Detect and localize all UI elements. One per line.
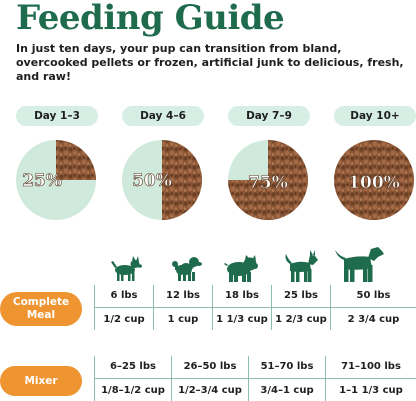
complete-meal-amount: 2 3/4 cup	[347, 314, 400, 325]
mixer-amount: 1–1 1/3 cup	[339, 385, 403, 396]
complete-meal-amount: 1 cup	[167, 314, 199, 325]
complete-meal-weight: 25 lbs	[284, 290, 318, 301]
stage-label-day-4-6: Day 4–6	[122, 106, 204, 126]
food-circle-day-10-plus: 100%	[334, 140, 414, 220]
husky-dog-icon	[285, 250, 318, 282]
bulldog-dog-icon	[224, 255, 258, 282]
small-dog-icon	[111, 256, 142, 281]
mixer-amount: 1/8–1/2 cup	[101, 385, 165, 396]
table-divider	[94, 378, 416, 379]
percent-text-75: 75%	[248, 173, 288, 193]
percent-text-25: 25%	[22, 171, 62, 191]
mixer-weight: 71–100 lbs	[341, 361, 401, 372]
complete-meal-amount: 1 1/3 cup	[216, 314, 268, 325]
table-divider	[94, 307, 416, 308]
page-title: Feeding Guide	[16, 0, 285, 38]
food-circle-day-7-9: 75%	[228, 140, 308, 220]
complete-meal-amount: 1 2/3 cup	[275, 314, 327, 325]
kibble-portion	[56, 140, 96, 180]
food-circle-day-4-6: 50%	[122, 140, 202, 220]
intro-text: In just ten days, your pup can transitio…	[16, 42, 404, 83]
poodle-dog-icon	[172, 257, 202, 281]
percent-text-100: 100%	[348, 173, 400, 193]
complete-meal-label: Complete Meal	[0, 292, 82, 326]
large-dog-icon	[335, 247, 384, 282]
mixer-amount: 3/4–1 cup	[260, 385, 314, 396]
mixer-weight: 26–50 lbs	[183, 361, 237, 372]
percent-text-50: 50%	[132, 171, 172, 191]
mixer-amount: 1/2–3/4 cup	[178, 385, 242, 396]
complete-meal-amount: 1/2 cup	[103, 314, 145, 325]
mixer-label: Mixer	[0, 366, 82, 396]
kibble-portion	[228, 140, 308, 220]
complete-meal-weight: 18 lbs	[225, 290, 259, 301]
stage-label-day-1-3: Day 1–3	[16, 106, 98, 126]
complete-meal-weight: 50 lbs	[356, 290, 391, 301]
stage-label-day-7-9: Day 7–9	[228, 106, 310, 126]
food-circle-day-1-3: 25%	[16, 140, 96, 220]
mixer-weight: 6–25 lbs	[110, 361, 156, 372]
kibble-portion	[162, 140, 202, 220]
complete-meal-weight: 12 lbs	[166, 290, 200, 301]
stage-label-day-10-plus: Day 10+	[334, 106, 416, 126]
complete-meal-weight: 6 lbs	[110, 290, 138, 301]
mixer-weight: 51–70 lbs	[260, 361, 314, 372]
